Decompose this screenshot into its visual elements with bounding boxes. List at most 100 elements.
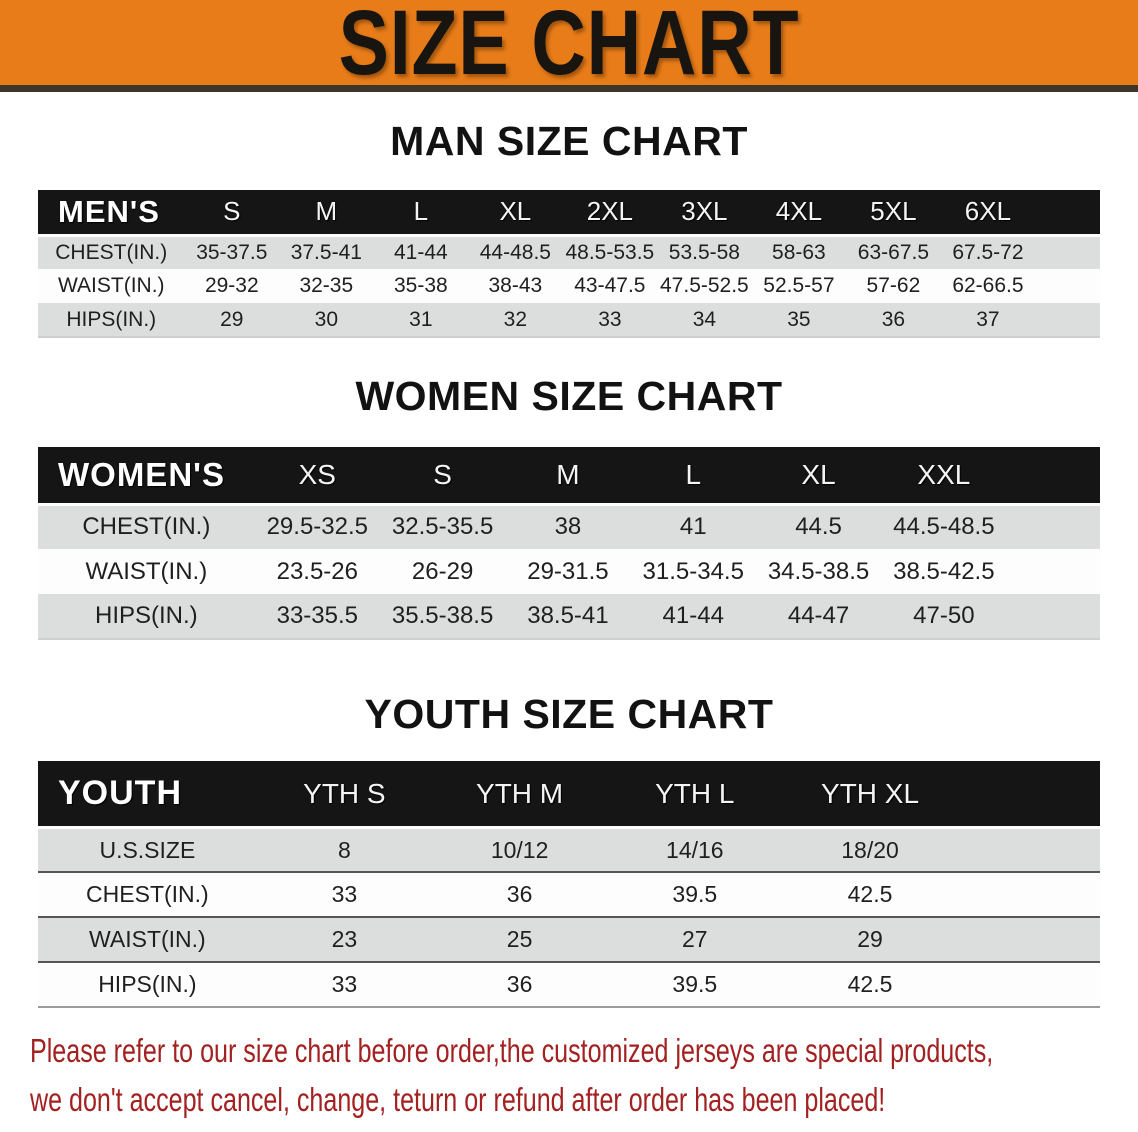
measurement-cell: 29 [782, 916, 958, 963]
table-header-row: MEN'S S M L XL 2XL 3XL 4XL 5XL 6XL [38, 190, 1100, 237]
measurement-cell: 33 [562, 303, 658, 339]
measurement-cell: 32-35 [299, 274, 354, 298]
measurement-cell: 36 [431, 871, 608, 918]
table-row: WAIST(IN.) 23.5-26 26-29 29-31.5 31.5-34.5 34… [38, 549, 1100, 595]
table-header-row: WOMEN'S XS S M L XL XXL [38, 447, 1100, 506]
measurement-cell: 42.5 [782, 871, 958, 918]
measurement-cell: 39.5 [607, 961, 783, 1009]
measurement-cell: 37.5-41 [290, 240, 362, 264]
size-chart-content: MAN SIZE CHART MEN'S S M L XL 2XL 3XL 4XL 5XL 6XL… [0, 118, 1138, 1009]
size-column-header: M [279, 190, 374, 237]
measurement-cell: 35-37.5 [196, 240, 268, 264]
measurement-cell: 44.5 [795, 513, 842, 541]
mens-size-section: MAN SIZE CHART MEN'S S M L XL 2XL 3XL 4XL 5XL 6XL… [38, 118, 1100, 339]
measurement-cell: 44-47 [755, 594, 882, 641]
measurement-cell: 35.5-38.5 [379, 594, 506, 641]
row-label: WAIST(IN.) [38, 916, 257, 963]
measurement-cell: 37 [940, 303, 1036, 339]
size-column-header: YTH L [607, 761, 783, 829]
filler-cell [1007, 504, 1100, 549]
size-column-header: 6XL [940, 190, 1036, 237]
table-title-cell: MEN'S [38, 190, 185, 237]
measurement-cell: 32 [468, 303, 563, 339]
size-column-header: 3XL [657, 190, 752, 237]
measurement-cell: 48.5-53.5 [565, 240, 655, 264]
filler-cell [1006, 447, 1100, 506]
size-column-header: M [505, 447, 631, 506]
filler-cell [957, 916, 1100, 963]
measurement-cell: 44-48.5 [479, 240, 551, 264]
measurement-cell: 32.5-35.5 [391, 513, 494, 541]
measurement-cell: 44.5-48.5 [893, 513, 995, 541]
measurement-cell: 36 [846, 303, 941, 339]
measurement-cell: 18/20 [841, 836, 899, 863]
measurement-cell: 53.5-58 [668, 240, 740, 264]
measurement-cell: 35-38 [393, 274, 448, 298]
measurement-cell: 29-32 [204, 274, 259, 298]
measurement-cell: 38.5-42.5 [893, 557, 995, 585]
table-row: WAIST(IN.) 23 25 27 29 [38, 916, 1100, 963]
measurement-cell: 33-35.5 [254, 594, 380, 641]
size-column-header: L [373, 190, 469, 237]
row-label: HIPS(IN.) [38, 303, 185, 339]
filler-cell [957, 961, 1100, 1009]
size-column-header: 2XL [562, 190, 658, 237]
measurement-cell: 57-62 [866, 274, 921, 298]
table-row: HIPS(IN.) 33-35.5 35.5-38.5 38.5-41 41-44 44-… [38, 594, 1100, 641]
measurement-cell: 31.5-34.5 [642, 557, 744, 585]
measurement-cell: 27 [607, 916, 783, 963]
measurement-cell: 36 [431, 961, 608, 1009]
measurement-cell: 31 [373, 303, 469, 339]
size-column-header: S [379, 447, 506, 506]
size-column-header: XS [254, 447, 380, 506]
disclaimer-line-1: Please refer to our size chart before or… [30, 1032, 994, 1070]
measurement-cell: 8 [337, 836, 351, 863]
size-column-header: 5XL [846, 190, 941, 237]
measurement-cell: 23.5-26 [276, 557, 358, 585]
filler-cell [1035, 269, 1100, 303]
measurement-cell: 23 [256, 916, 432, 963]
womens-section-heading: WOMEN SIZE CHART [355, 373, 783, 420]
size-column-header: XXL [881, 447, 1007, 506]
filler-cell [1006, 594, 1100, 641]
mens-section-heading: MAN SIZE CHART [390, 118, 748, 164]
measurement-cell: 34 [657, 303, 752, 339]
measurement-cell: 41 [679, 513, 707, 541]
measurement-cell: 29.5-32.5 [266, 513, 368, 541]
row-label: CHEST(IN.) [82, 513, 211, 541]
size-chart-banner: SIZE CHART [0, 0, 1138, 92]
womens-size-table: WOMEN'S XS S M L XL XXL CHEST(IN.) 29.5-32.5 32.5… [38, 447, 1100, 641]
measurement-cell: 42.5 [782, 961, 958, 1009]
filler-cell [1035, 190, 1100, 237]
filler-cell [957, 871, 1100, 918]
measurement-cell: 25 [431, 916, 608, 963]
filler-cell [958, 827, 1100, 872]
table-row: CHEST(IN.) 35-37.5 37.5-41 41-44 44-48.5 48.5… [38, 235, 1100, 270]
measurement-cell: 47.5-52.5 [660, 274, 749, 298]
row-label: CHEST(IN.) [55, 240, 168, 264]
table-row: HIPS(IN.) 33 36 39.5 42.5 [38, 961, 1100, 1009]
banner-title: SIZE CHART [338, 0, 800, 94]
row-label: U.S.SIZE [99, 836, 196, 863]
measurement-cell: 10/12 [490, 836, 549, 863]
disclaimer-line-2: we don't accept cancel, change, teturn o… [30, 1081, 886, 1119]
measurement-cell: 29-31.5 [527, 557, 609, 585]
table-title-cell: WOMEN'S [38, 447, 255, 506]
measurement-cell: 35 [751, 303, 847, 339]
youth-section-heading: YOUTH SIZE CHART [364, 691, 774, 738]
table-row: CHEST(IN.) 29.5-32.5 32.5-35.5 38 41 44.5 44.5… [38, 504, 1100, 550]
table-row: WAIST(IN.) 29-32 32-35 35-38 38-43 43-47.5 47.… [38, 269, 1100, 304]
measurement-cell: 30 [279, 303, 374, 339]
womens-size-section: WOMEN SIZE CHART WOMEN'S XS S M L XL XXL CHEST(… [38, 373, 1100, 641]
measurement-cell: 47-50 [881, 594, 1007, 641]
row-label: WAIST(IN.) [58, 274, 165, 298]
mens-size-table: MEN'S S M L XL 2XL 3XL 4XL 5XL 6XL CHEST(IN.) 35-37… [38, 190, 1100, 339]
order-disclaimer: Please refer to our size chart before or… [0, 1026, 1138, 1124]
size-column-header: XL [468, 190, 563, 237]
size-column-header: L [630, 447, 756, 506]
measurement-cell: 41-44 [630, 594, 756, 641]
measurement-cell: 41-44 [393, 240, 448, 264]
table-row: CHEST(IN.) 33 36 39.5 42.5 [38, 871, 1100, 918]
measurement-cell: 33 [256, 871, 432, 918]
